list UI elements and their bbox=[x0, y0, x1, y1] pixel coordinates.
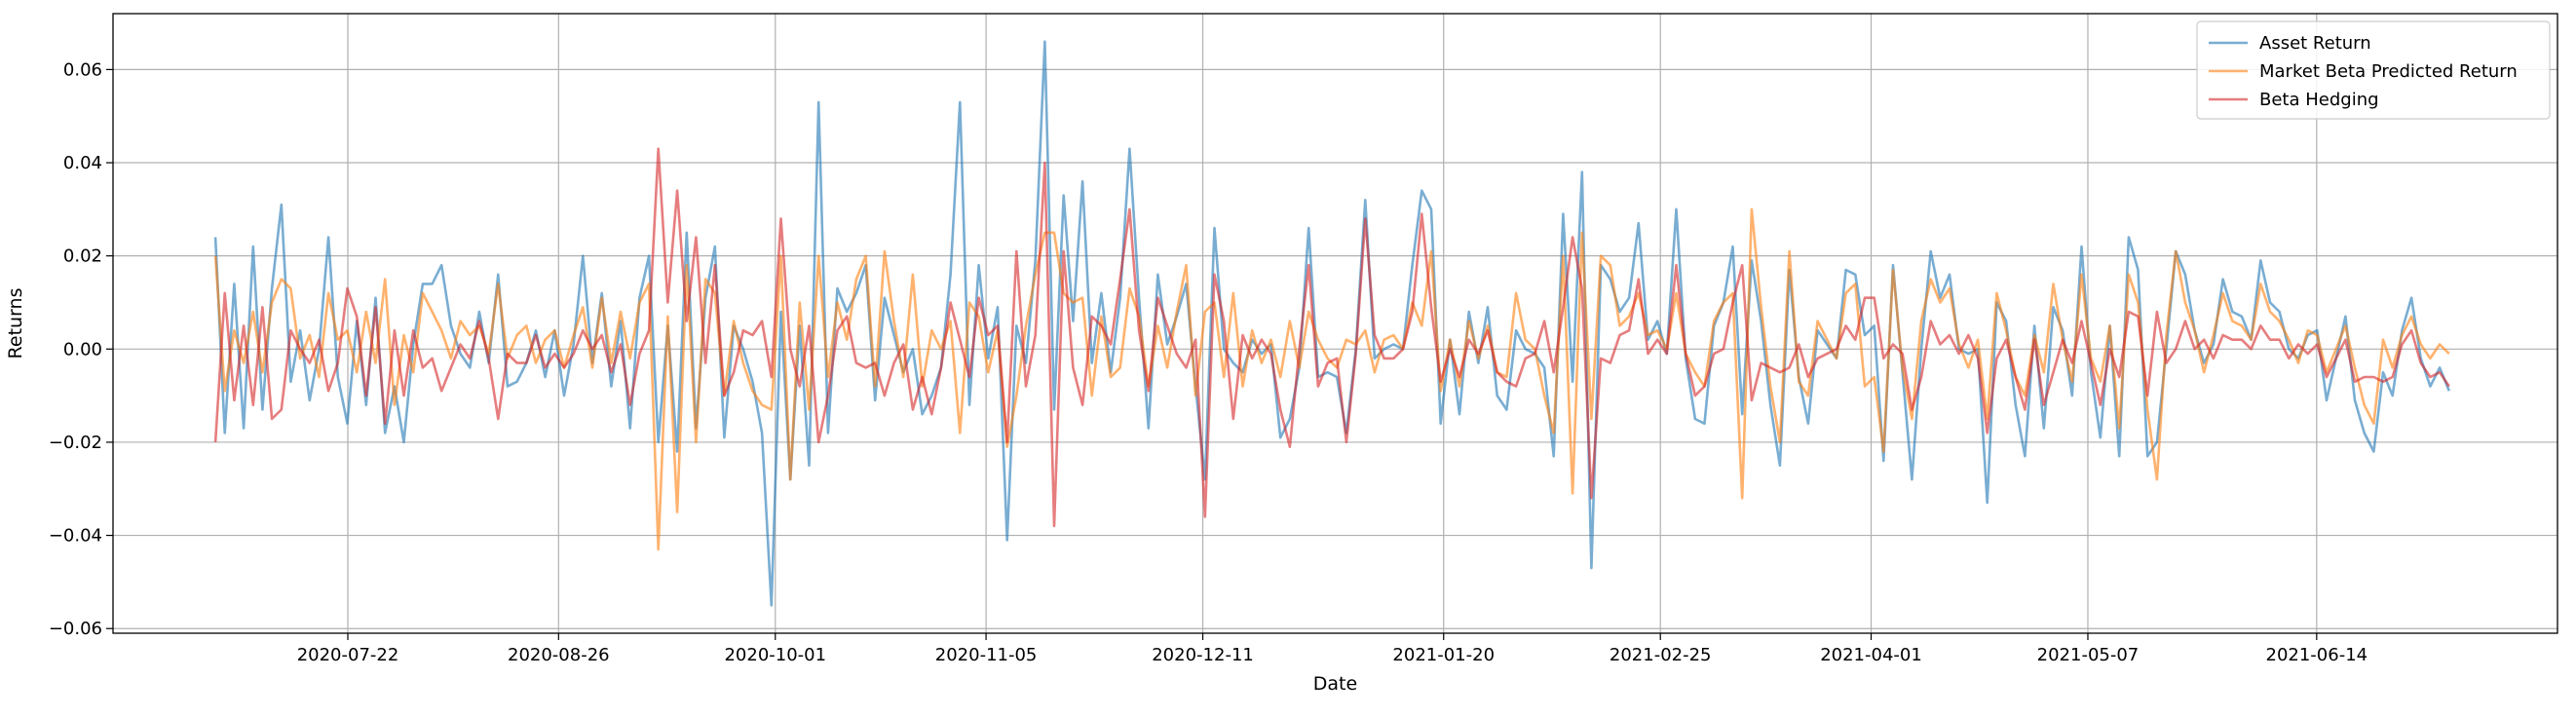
y-tick-label: −0.04 bbox=[49, 526, 102, 547]
x-axis-ticks: 2020-07-22 2020-08-26 2020-10-01 2020-11-05… bbox=[297, 633, 2368, 665]
y-axis-label: Returns bbox=[5, 288, 26, 359]
y-tick-label: 0.04 bbox=[63, 153, 102, 173]
y-axis-ticks: −0.06 −0.04 −0.02 0.00 0.02 0.04 0.06 bbox=[49, 59, 113, 639]
x-axis-label: Date bbox=[1313, 673, 1357, 695]
plot-frame bbox=[112, 13, 2558, 634]
x-tick-label: 2021-02-25 bbox=[1610, 645, 1712, 665]
series-layer bbox=[213, 40, 2451, 607]
x-tick-label: 2021-05-07 bbox=[2037, 645, 2140, 665]
x-tick-label: 2020-10-01 bbox=[724, 645, 826, 665]
series-line-market-beta-predicted-return bbox=[213, 208, 2450, 551]
x-tick-label: 2021-06-14 bbox=[2266, 645, 2368, 665]
x-tick-label: 2020-11-05 bbox=[935, 645, 1038, 665]
y-tick-label: 0.02 bbox=[63, 246, 102, 267]
x-tick-label: 2020-12-11 bbox=[1152, 645, 1254, 665]
legend: Asset Return Market Beta Predicted Return… bbox=[2196, 20, 2551, 120]
y-tick-label: −0.06 bbox=[49, 619, 102, 639]
y-tick-label: 0.00 bbox=[63, 339, 102, 359]
series-line-asset-return bbox=[213, 40, 2451, 607]
x-tick-label: 2021-01-20 bbox=[1392, 645, 1495, 665]
y-tick-label: −0.02 bbox=[49, 433, 102, 453]
legend-label: Beta Hedging bbox=[2259, 90, 2379, 110]
series-line-beta-hedging bbox=[213, 147, 2450, 528]
legend-box bbox=[2196, 20, 2551, 120]
x-tick-label: 2020-07-22 bbox=[297, 645, 399, 665]
x-tick-label: 2021-04-01 bbox=[1820, 645, 1922, 665]
legend-label: Market Beta Predicted Return bbox=[2259, 61, 2518, 82]
y-tick-label: 0.06 bbox=[63, 59, 102, 80]
grid-layer bbox=[113, 14, 2557, 633]
x-tick-label: 2020-08-26 bbox=[508, 645, 610, 665]
legend-label: Asset Return bbox=[2259, 33, 2371, 54]
